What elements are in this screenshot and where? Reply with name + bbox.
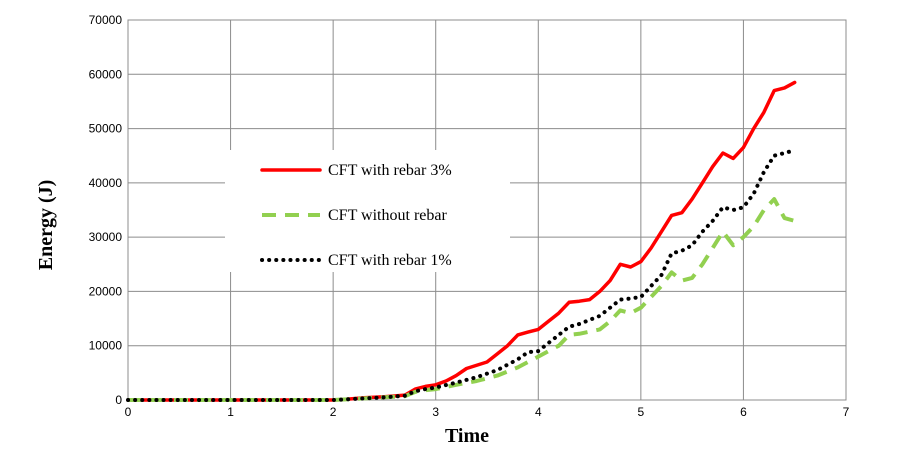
- series-layer: [126, 80, 797, 402]
- x-axis-title: Time: [445, 425, 489, 447]
- y-tick-label: 60000: [89, 67, 123, 81]
- y-tick-label: 30000: [89, 230, 123, 244]
- y-tick-label: 50000: [89, 122, 123, 136]
- x-axis-ticks: 0 1 2 3 4 5 6 7: [125, 405, 850, 419]
- legend-label-3: CFT with rebar 1%: [328, 252, 452, 269]
- y-tick-label: 20000: [89, 284, 123, 298]
- legend-label-1: CFT with rebar 3%: [328, 162, 452, 179]
- y-tick-label: 0: [115, 393, 122, 407]
- x-tick-label: 3: [432, 405, 439, 419]
- y-tick-label: 10000: [89, 339, 123, 353]
- x-tick-label: 0: [125, 405, 132, 419]
- legend: CFT with rebar 3% CFT without rebar CFT wi…: [225, 150, 510, 272]
- x-tick-label: 1: [227, 405, 234, 419]
- series-line-1: [126, 80, 797, 402]
- series-line-3: [126, 148, 797, 402]
- x-tick-label: 7: [843, 405, 850, 419]
- x-tick-label: 4: [535, 405, 542, 419]
- y-axis-title: Energy (J): [35, 180, 57, 271]
- y-axis-ticks: 0 10000 20000 30000 40000 50000 60000 70000: [89, 13, 123, 407]
- x-tick-label: 5: [638, 405, 645, 419]
- y-tick-label: 70000: [89, 13, 123, 27]
- x-tick-label: 6: [740, 405, 747, 419]
- y-tick-label: 40000: [89, 176, 123, 190]
- x-tick-label: 2: [330, 405, 337, 419]
- series-line-2: [128, 197, 796, 402]
- legend-label-2: CFT without rebar: [328, 207, 447, 224]
